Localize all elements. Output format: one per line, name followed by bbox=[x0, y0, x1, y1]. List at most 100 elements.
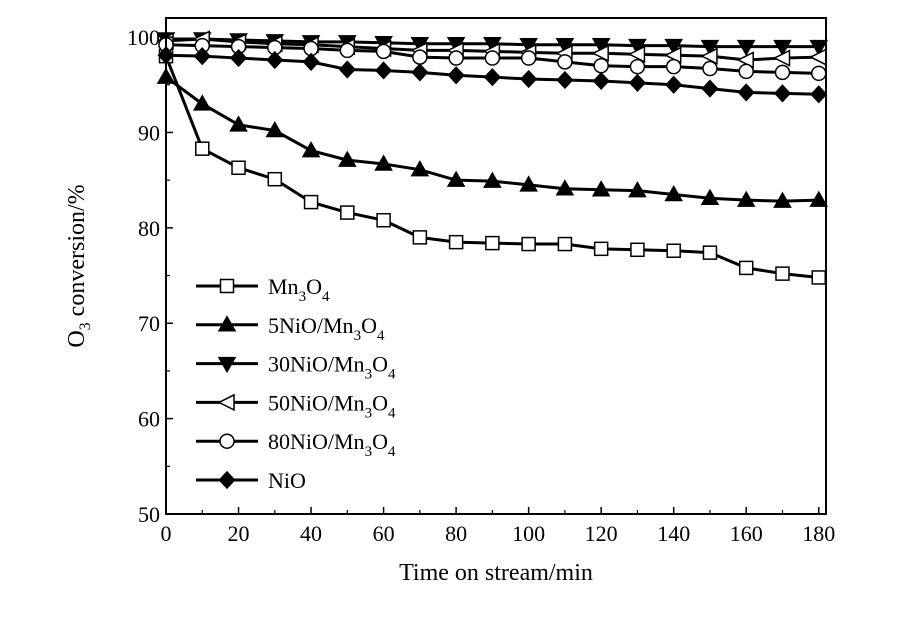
data-point bbox=[702, 60, 718, 77]
data-point bbox=[521, 236, 536, 252]
y-axis-label: O3 conversion/% bbox=[64, 184, 94, 347]
data-point bbox=[483, 171, 502, 188]
data-point bbox=[774, 64, 791, 81]
data-point bbox=[737, 83, 755, 102]
data-point bbox=[410, 160, 430, 177]
data-point bbox=[809, 190, 829, 207]
x-tick-label: 80 bbox=[445, 521, 467, 546]
data-point bbox=[700, 47, 718, 65]
legend-label: 30NiO/Mn3O4 bbox=[268, 352, 396, 383]
data-point bbox=[411, 63, 429, 82]
data-point bbox=[302, 52, 320, 71]
data-point bbox=[810, 65, 827, 82]
data-point bbox=[700, 188, 720, 206]
data-point bbox=[375, 61, 393, 80]
x-tick-label: 20 bbox=[228, 521, 250, 546]
data-point bbox=[447, 66, 465, 85]
data-point bbox=[628, 181, 647, 198]
data-point bbox=[664, 38, 683, 56]
y-tick-label: 70 bbox=[138, 311, 160, 336]
data-point bbox=[555, 37, 575, 55]
series-5 bbox=[157, 46, 828, 104]
data-point bbox=[591, 37, 611, 55]
data-point bbox=[593, 241, 609, 257]
series-layer bbox=[156, 30, 829, 285]
legend-marker bbox=[219, 278, 235, 294]
data-point bbox=[265, 121, 285, 138]
data-point bbox=[375, 43, 392, 60]
series-0 bbox=[158, 48, 826, 285]
data-point bbox=[773, 191, 792, 208]
data-point bbox=[376, 212, 391, 228]
legend-entry: NiO bbox=[196, 468, 306, 493]
legend-marker bbox=[218, 470, 236, 490]
data-point bbox=[266, 50, 284, 70]
data-point bbox=[448, 50, 464, 66]
data-point bbox=[702, 245, 718, 260]
data-point bbox=[446, 170, 466, 187]
data-point bbox=[592, 71, 610, 91]
data-point bbox=[339, 42, 356, 59]
data-point bbox=[555, 179, 575, 196]
y-tick-label: 80 bbox=[138, 216, 160, 241]
data-point bbox=[738, 63, 754, 80]
x-tick-label: 0 bbox=[161, 521, 172, 546]
data-point bbox=[665, 75, 683, 94]
data-point bbox=[700, 39, 720, 57]
data-point bbox=[340, 205, 355, 220]
data-point bbox=[811, 270, 826, 285]
data-point bbox=[267, 171, 283, 187]
data-point bbox=[593, 57, 609, 74]
data-point bbox=[448, 234, 464, 250]
data-point bbox=[775, 266, 790, 281]
data-point bbox=[485, 235, 500, 251]
legend-entry: Mn3O4 bbox=[196, 274, 330, 305]
legend-label: NiO bbox=[268, 468, 306, 493]
data-point bbox=[520, 50, 537, 66]
data-point bbox=[664, 184, 683, 202]
data-point bbox=[557, 236, 573, 252]
axis-ticks: 0 20 40 60 80 100 120 140 160 180 50 60 70 80 90 100 bbox=[127, 25, 835, 546]
series-1 bbox=[156, 67, 829, 208]
data-point bbox=[338, 60, 356, 79]
data-point bbox=[557, 54, 573, 70]
legend-label: 80NiO/Mn3O4 bbox=[268, 429, 396, 460]
data-point bbox=[338, 150, 357, 167]
data-point bbox=[520, 69, 538, 89]
data-point bbox=[412, 230, 428, 245]
y-tick-label: 50 bbox=[138, 502, 160, 527]
data-point bbox=[628, 73, 646, 92]
data-point bbox=[591, 44, 609, 63]
legend-label: 50NiO/Mn3O4 bbox=[268, 390, 396, 421]
x-tick-label: 160 bbox=[730, 521, 763, 546]
legend-entry: 30NiO/Mn3O4 bbox=[196, 352, 396, 383]
data-point bbox=[773, 84, 792, 103]
legend-marker bbox=[219, 433, 235, 449]
data-point bbox=[412, 49, 428, 65]
legend-label: Mn3O4 bbox=[268, 274, 330, 305]
y-tick-label: 90 bbox=[138, 120, 160, 145]
data-point bbox=[519, 175, 538, 192]
legend-marker bbox=[217, 315, 237, 332]
data-point bbox=[195, 141, 210, 156]
data-point bbox=[628, 38, 647, 56]
x-tick-label: 120 bbox=[585, 521, 618, 546]
data-point bbox=[484, 50, 501, 66]
x-tick-label: 180 bbox=[802, 521, 835, 546]
legend-entry: 80NiO/Mn3O4 bbox=[196, 429, 396, 460]
data-point bbox=[809, 39, 829, 57]
legend-entry: 50NiO/Mn3O4 bbox=[196, 390, 396, 421]
data-point bbox=[301, 141, 321, 158]
data-point bbox=[231, 160, 246, 176]
y-tick-label: 60 bbox=[138, 407, 160, 432]
plot-frame bbox=[165, 17, 827, 515]
data-point bbox=[483, 68, 501, 87]
data-point bbox=[630, 242, 645, 258]
data-point bbox=[772, 49, 791, 67]
data-point bbox=[192, 94, 212, 111]
x-axis-label: Time on stream/min bbox=[399, 560, 593, 586]
x-tick-label: 60 bbox=[373, 521, 395, 546]
data-point bbox=[374, 154, 393, 171]
data-point bbox=[229, 48, 248, 68]
